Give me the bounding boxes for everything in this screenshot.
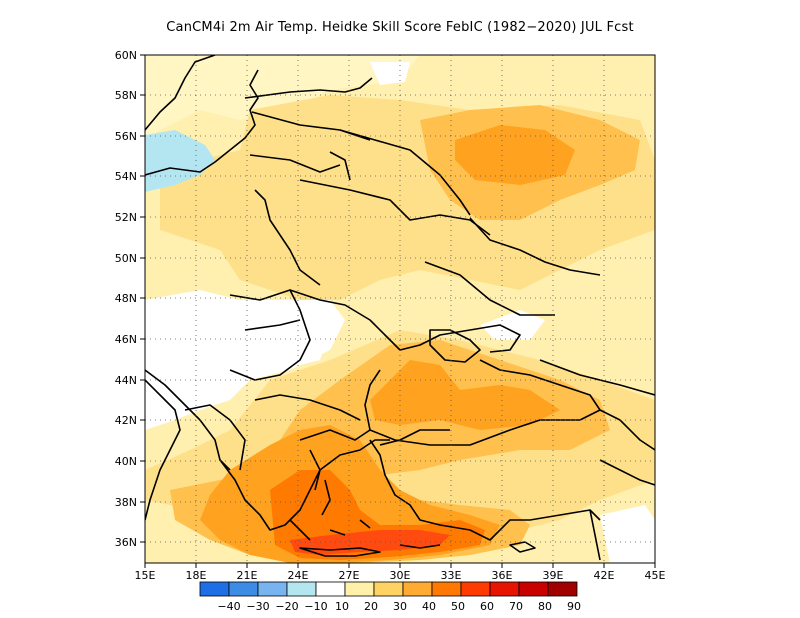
colorbar-swatch — [518, 581, 549, 597]
map-title: CanCM4i 2m Air Temp. Heidke Skill Score … — [166, 20, 634, 35]
colorbar-label: −20 — [275, 600, 298, 613]
carpathians — [229, 289, 311, 381]
colorbar-label: 40 — [422, 600, 436, 613]
colorbar-labels: −40 −30 −20 −10 10 20 30 40 50 60 70 80 … — [217, 600, 581, 613]
poland-belarus — [254, 179, 491, 286]
skill-60-crete — [290, 530, 450, 555]
azov-sea — [469, 324, 521, 353]
no-skill-southeast — [600, 505, 655, 563]
colorbar-label: 60 — [480, 600, 494, 613]
colorbar-label: 80 — [538, 600, 552, 613]
colorbar-swatch — [431, 581, 462, 597]
colorbar-label: 70 — [509, 600, 523, 613]
skill-10-north — [145, 55, 420, 140]
lon-tick-label: 21E — [237, 569, 258, 582]
no-skill-crimea-east — [480, 310, 545, 340]
colorbar-label: 20 — [364, 600, 378, 613]
sweden-coast — [145, 55, 216, 131]
turkey-coast — [369, 429, 601, 541]
skill-40-northeast — [455, 125, 575, 185]
lat-tick-label: 48N — [115, 292, 137, 305]
lat-tick-label: 52N — [115, 211, 137, 224]
colorbar-label: 10 — [335, 600, 349, 613]
lon-tick-label: 24E — [288, 569, 309, 582]
colorbar-label: −40 — [217, 600, 240, 613]
no-skill-north — [370, 62, 410, 85]
ukraine-russia — [424, 217, 601, 316]
lat-tick-labels: 36N 38N 40N 42N 44N 46N 48N 50N 52N 54N … — [115, 49, 137, 549]
lon-tick-labels: 15E 18E 21E 24E 27E 30E 33E 36E 39E 42E … — [135, 569, 666, 582]
colorbar-swatch — [286, 581, 317, 597]
baltic-coast — [145, 69, 259, 176]
skill-40-black-sea — [370, 360, 560, 430]
belarus-north — [339, 129, 471, 216]
colorbar-swatch — [489, 581, 520, 597]
ukraine-south — [289, 289, 471, 351]
lon-tick-label: 18E — [186, 569, 207, 582]
colorbar-label: 90 — [567, 600, 581, 613]
lat-tick-label: 60N — [115, 49, 137, 62]
cyprus — [509, 541, 536, 553]
colorbar-swatch — [460, 581, 491, 597]
colorbar-label: 30 — [393, 600, 407, 613]
gulf-of-finland — [244, 77, 373, 99]
graticule — [145, 55, 655, 563]
lon-tick-label: 42E — [594, 569, 615, 582]
lon-tick-label: 30E — [390, 569, 411, 582]
turkey-east — [589, 459, 655, 561]
crimea — [429, 329, 481, 363]
colorbar-swatch — [257, 581, 288, 597]
lat-tick-label: 54N — [115, 170, 137, 183]
lat-tick-label: 58N — [115, 89, 137, 102]
lon-tick-label: 27E — [339, 569, 360, 582]
crete — [299, 547, 381, 557]
no-skill-center — [250, 305, 330, 370]
adriatic-coast — [145, 379, 181, 521]
colorbar-label: −10 — [304, 600, 327, 613]
lat-tick-label: 42N — [115, 414, 137, 427]
skill-field — [145, 55, 655, 563]
lon-tick-label: 36E — [492, 569, 513, 582]
lat-tick-label: 46N — [115, 333, 137, 346]
colorbar-label: −30 — [246, 600, 269, 613]
colorbar-swatch — [315, 581, 346, 597]
greece-mainland — [219, 439, 390, 531]
lon-tick-label: 15E — [135, 569, 156, 582]
colorbar-swatch — [228, 581, 259, 597]
lat-tick-label: 36N — [115, 536, 137, 549]
colorbar — [199, 581, 578, 597]
negative-skill-baltic — [145, 130, 215, 192]
colorbar-swatch — [344, 581, 375, 597]
lon-tick-label: 39E — [543, 569, 564, 582]
balkans-central — [244, 319, 371, 441]
aegean-islands — [289, 449, 441, 549]
tick-marks — [140, 54, 656, 568]
lat-tick-label: 50N — [115, 252, 137, 265]
lat-tick-label: 56N — [115, 130, 137, 143]
lat-tick-label: 38N — [115, 496, 137, 509]
lon-tick-label: 45E — [645, 569, 666, 582]
colorbar-label: 50 — [451, 600, 465, 613]
lon-tick-label: 33E — [441, 569, 462, 582]
lat-tick-label: 44N — [115, 374, 137, 387]
colorbar-swatch — [373, 581, 404, 597]
colorbar-swatch — [547, 581, 578, 597]
colorbar-swatch — [402, 581, 433, 597]
colorbar-swatch — [199, 581, 230, 597]
lat-tick-label: 40N — [115, 455, 137, 468]
coastlines-and-borders — [145, 55, 655, 561]
